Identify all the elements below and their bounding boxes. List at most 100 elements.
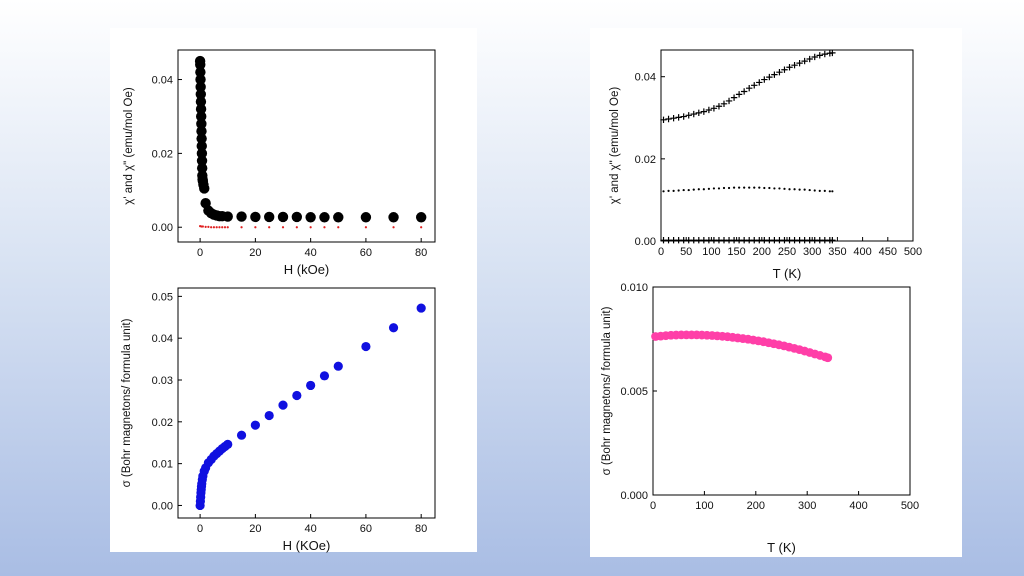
data-point [823, 353, 833, 363]
data-point [828, 190, 831, 193]
x-axis-label: H (kOe) [284, 262, 330, 277]
x-tick-label: 400 [853, 246, 871, 258]
data-point [388, 212, 399, 223]
data-point [268, 226, 271, 229]
data-point [778, 187, 781, 190]
data-point [236, 430, 247, 440]
x-tick-label: 60 [360, 523, 372, 535]
data-point [743, 186, 746, 189]
data-point [692, 188, 695, 191]
data-point [215, 226, 218, 229]
y-tick-label: 0.04 [152, 75, 173, 87]
data-point [333, 361, 343, 371]
data-point [223, 226, 227, 229]
data-point [788, 188, 791, 191]
chart-sigma-vs-H: 0 20 40 60 80 0.00 0.01 0.02 0.03 0.04 0.05 H (KOe)… [121, 287, 436, 553]
data-point [670, 114, 677, 122]
data-point [786, 64, 793, 71]
y-tick-label: 0.010 [620, 282, 648, 294]
data-point [727, 186, 731, 190]
data-point [730, 94, 738, 101]
data-point [392, 226, 395, 229]
data-point [700, 108, 708, 115]
y-axis-label: σ (Bohr magnetons/ formula unit) [121, 318, 133, 487]
data-point [751, 82, 758, 89]
data-point [768, 186, 771, 190]
x-tick-label: 300 [803, 246, 821, 258]
series-1 [662, 186, 834, 193]
x-tick-label: 20 [249, 523, 261, 535]
data-point [250, 420, 260, 430]
y-axis-label: χ' and χ" (emu/mol Oe) [123, 87, 135, 205]
data-point [813, 189, 816, 192]
data-point [690, 110, 697, 118]
data-point [195, 74, 206, 85]
y-tick-label: 0.03 [152, 375, 173, 387]
x-tick-label: 450 [879, 246, 897, 258]
data-point [831, 190, 834, 193]
data-point [292, 390, 302, 401]
data-point [798, 188, 801, 191]
data-point [415, 212, 427, 223]
data-point [309, 226, 312, 229]
y-tick-label: 0.000 [620, 490, 648, 502]
data-point [240, 226, 243, 229]
y-tick-label: 0.01 [152, 459, 173, 471]
y-tick-label: 0.04 [152, 333, 173, 345]
data-point [702, 188, 705, 191]
data-point [281, 226, 285, 229]
data-point [416, 303, 426, 313]
data-point [808, 188, 811, 192]
data-point [720, 100, 728, 108]
data-point [803, 188, 806, 191]
data-point [210, 226, 213, 229]
chart-sigma-vs-T: 0 100 200 300 400 500 0.000 0.005 0.010 T (K) σ (B… [601, 282, 919, 555]
x-tick-label: 40 [305, 523, 317, 535]
plot-frame [177, 49, 436, 243]
y-tick-label: 0.00 [152, 222, 173, 234]
data-point [195, 103, 207, 115]
data-point [796, 59, 803, 67]
x-tick-label: 100 [702, 246, 720, 258]
data-point [816, 52, 823, 59]
chart-chi-vs-H: 0 20 40 60 80 0.00 0.02 0.04 H (kOe) χ' and χ" (e… [123, 49, 436, 277]
series-0 [194, 55, 427, 223]
data-point [776, 68, 783, 76]
data-point [207, 225, 210, 228]
data-point [821, 50, 828, 58]
x-axis-label: H (KOe) [283, 538, 331, 553]
data-point [388, 323, 399, 333]
data-point [758, 186, 761, 189]
data-point [196, 118, 207, 130]
x-tick-label: 50 [680, 246, 692, 258]
data-point [196, 148, 208, 159]
x-axis-label: T (K) [773, 266, 802, 281]
y-tick-label: 0.005 [620, 386, 648, 398]
chart-chi-vs-T: 0 50 100 150 200 250 300 350 400 450 500 0.00 0.02 0.… [609, 49, 922, 281]
x-tick-label: 100 [695, 500, 713, 512]
data-point [829, 236, 836, 244]
data-point [291, 211, 303, 223]
data-point [236, 211, 247, 222]
data-point [204, 225, 207, 228]
data-point [306, 380, 316, 391]
data-point [793, 188, 796, 191]
data-point [766, 73, 773, 81]
y-axis-label: σ (Bohr magnetons/ formula unit) [601, 306, 613, 475]
y-axis-label: χ' and χ" (emu/mol Oe) [609, 87, 621, 205]
data-point [783, 187, 786, 190]
data-point [195, 59, 206, 70]
x-tick-label: 80 [415, 247, 427, 259]
x-tick-label: 200 [747, 500, 765, 512]
data-point [196, 126, 207, 137]
x-tick-label: 0 [650, 500, 656, 512]
data-point [738, 186, 741, 189]
data-point [196, 111, 207, 122]
x-tick-label: 500 [904, 246, 922, 258]
y-tick-label: 0.00 [635, 236, 656, 248]
data-point [732, 186, 736, 189]
data-point [687, 188, 690, 192]
data-point [218, 226, 221, 229]
data-point [756, 79, 763, 86]
plot-frame [660, 49, 914, 242]
